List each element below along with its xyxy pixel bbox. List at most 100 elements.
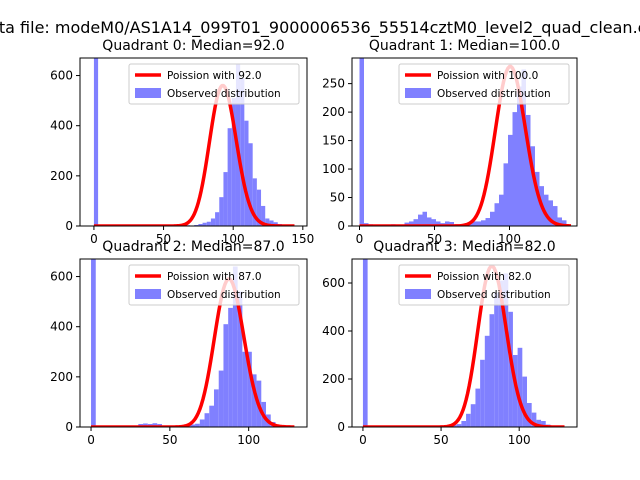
legend-observed-swatch (135, 88, 161, 98)
histogram-bar (508, 311, 513, 427)
quadrant-3-legend: Poission with 82.0 Observed distribution (398, 264, 570, 306)
histogram-bar (265, 218, 270, 226)
quadrant-2-axes: Quadrant 2: Median=87.0 0 50 100 0 200 400 600 P… (50, 239, 308, 447)
y-tick-label: 400 (50, 320, 73, 334)
poisson-curve (93, 83, 295, 226)
poisson-curve (359, 64, 572, 226)
histogram-bar (219, 197, 224, 226)
y-tick-label: 400 (322, 324, 345, 338)
histogram-bar (198, 223, 203, 226)
histogram-bar (152, 423, 158, 427)
y-tick-label: 600 (322, 276, 345, 290)
histogram-bar (499, 194, 504, 226)
y-tick-label: 200 (50, 370, 73, 384)
histogram-bar (531, 412, 537, 427)
histogram-bar (223, 172, 228, 226)
histogram-bar (190, 424, 196, 427)
y-tick-label: 100 (322, 162, 345, 176)
histogram-bar (484, 335, 490, 427)
quadrant-2-title: Quadrant 2: Median=87.0 (102, 239, 284, 255)
quadrant-0-legend: Poission with 92.0 Observed distribution (128, 63, 300, 105)
histogram-bar (494, 292, 499, 427)
legend-box (398, 264, 570, 306)
poisson-curve (362, 264, 565, 427)
quadrant-3-title: Quadrant 3: Median=82.0 (373, 239, 555, 255)
histogram-bar (199, 419, 205, 427)
histogram-bar (557, 217, 562, 226)
histogram-bar (485, 218, 490, 226)
histogram-bar (244, 120, 249, 226)
quadrant-1-legend: Poission with 100.0 Observed distribution (398, 63, 570, 105)
histogram-bar (427, 217, 432, 226)
histogram-bar (195, 423, 200, 427)
histogram-bar (445, 221, 450, 226)
quadrant-3-axes: Quadrant 3: Median=82.0 0 50 100 0 200 400 600 P… (322, 239, 578, 447)
histogram-bar (232, 266, 238, 427)
histogram-bar (544, 194, 549, 226)
histogram-bar (242, 351, 248, 427)
histogram-bar (228, 307, 233, 427)
histogram-bar (476, 221, 481, 226)
y-tick-label: 0 (337, 219, 345, 233)
histogram-bar (449, 222, 454, 226)
quadrant-1-title: Quadrant 1: Median=100.0 (369, 38, 560, 54)
x-tick-label: 100 (498, 232, 521, 246)
legend-observed-label: Observed distribution (437, 289, 551, 301)
poisson-curve (90, 277, 295, 427)
histogram-bar (409, 221, 414, 226)
histogram-bar (204, 413, 210, 427)
histogram-bar (470, 404, 476, 427)
histogram-bar (418, 214, 423, 226)
histogram-bar (490, 211, 495, 226)
legend-poisson-label: Poission with 92.0 (167, 70, 262, 82)
quadrant-0-plot-area (93, 58, 295, 226)
y-tick-label: 150 (322, 134, 345, 148)
quadrant-1-plot-area (359, 58, 572, 226)
histogram-bar (527, 403, 532, 427)
y-tick-label: 200 (50, 169, 73, 183)
histogram-bar (91, 259, 96, 427)
histogram-bar (521, 69, 526, 226)
legend-box (398, 63, 570, 105)
y-tick-label: 0 (65, 219, 73, 233)
y-tick-label: 400 (50, 119, 73, 133)
legend-poisson-label: Poission with 82.0 (437, 271, 532, 283)
legend-observed-label: Observed distribution (167, 88, 281, 100)
histogram-bar (251, 374, 257, 427)
histogram-bar (143, 423, 148, 427)
histogram-bar (553, 206, 558, 226)
x-tick-label: 0 (87, 433, 95, 447)
x-tick-label: 0 (356, 232, 364, 246)
legend-observed-swatch (405, 289, 431, 299)
histogram-bar (240, 78, 245, 226)
histogram-bar (436, 221, 441, 226)
y-tick-label: 0 (65, 420, 73, 434)
histogram-bar (252, 178, 257, 226)
y-tick-label: 200 (322, 105, 345, 119)
histogram-bar (452, 425, 457, 427)
legend-observed-label: Observed distribution (437, 88, 551, 100)
x-tick-label: 100 (222, 232, 245, 246)
quadrant-1-frame (351, 57, 578, 227)
histogram-bar (461, 421, 467, 427)
histogram-bar (215, 212, 220, 226)
histogram-bar (494, 203, 499, 226)
histogram-bar (209, 405, 214, 427)
histogram-bar (498, 280, 504, 427)
histogram-bar (481, 220, 486, 226)
legend-observed-swatch (405, 88, 431, 98)
figure-suptitle: Data file: modeM0/AS1A14_099T01_90000065… (0, 18, 640, 37)
histogram-bar (503, 273, 509, 427)
histogram-bar (93, 58, 99, 226)
histogram-bar (213, 389, 219, 427)
x-tick-label: 50 (162, 433, 177, 447)
histogram-bar (231, 98, 236, 226)
histogram-bar (261, 205, 266, 226)
histogram-bar (536, 419, 542, 427)
histogram-bar (269, 220, 274, 226)
histogram-bar (522, 376, 527, 427)
histogram-bar (247, 351, 252, 427)
x-tick-label: 150 (291, 232, 314, 246)
histogram-bar (413, 219, 418, 226)
histogram-bar (422, 211, 427, 226)
